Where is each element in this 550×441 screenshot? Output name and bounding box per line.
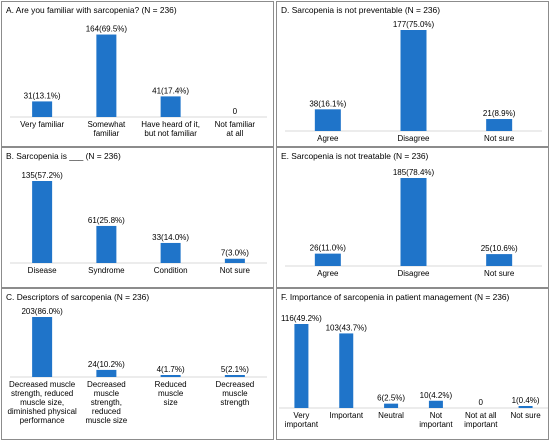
bar [224,258,245,263]
data-label: 7(3.0%) [221,249,249,258]
bar [518,406,533,408]
category-label: Not sure [484,134,515,143]
bar [400,30,427,131]
data-label: 4(1.7%) [157,365,185,374]
bar-chart-d: 38(16.1%) Agree 177(75.0%) Disagree 21(8.9%)… [285,20,542,143]
panel-f-importance: F. Importance of sarcopenia in patient m… [276,288,549,440]
category-label: Decreased muscle strength, reduced muscle … [7,380,77,425]
data-label: 103(43.7%) [326,323,368,332]
panel-title: A. Are you familiar with sarcopenia? (N … [6,5,177,15]
data-label: 0 [479,398,484,407]
bar [428,400,443,408]
category-label: Not familiar at all [215,120,256,138]
category-label: Somewhat familiar [87,120,126,138]
bar-chart-b: 135(57.2%) Disease 61(25.8%) Syndrome 33(14.… [10,171,267,275]
data-label: 61(25.8%) [88,216,125,225]
bar [96,34,117,117]
category-label: Have heard of it, but not familiar [141,120,200,138]
data-label: 24(10.2%) [88,360,125,369]
panel-e-treatable: E. Sarcopenia is not treatable (N = 236)… [276,147,549,288]
bar-chart-f: 116(49.2%) Very important 103(43.7%) Importa… [279,314,548,429]
category-label: Not sure [484,269,515,278]
category-label: Disease [28,266,57,275]
category-label: Agree [317,269,339,278]
category-label: Syndrome [88,266,125,275]
category-label: Very familiar [20,120,64,129]
bar [32,181,53,263]
data-label: 0 [233,107,238,116]
bar [32,101,53,117]
data-label: 31(13.1%) [24,91,61,100]
bar-chart-a: 31(13.1%) Very familiar 164(69.5%) Somewhat… [10,25,267,138]
bar-chart-e: 26(11.0%) Agree 185(78.4%) Disagree 25(10.6%… [285,168,542,278]
bar [160,96,181,117]
category-label: Important [329,411,364,420]
panel-a-familiarity: A. Are you familiar with sarcopenia? (N … [1,1,274,147]
bar [160,242,181,263]
data-label: 185(78.4%) [393,168,435,177]
bar [400,178,427,266]
data-label: 164(69.5%) [86,25,128,34]
data-label: 33(14.0%) [152,233,189,242]
panel-title: B. Sarcopenia is ___ (N = 236) [6,151,121,161]
panel-d-preventable: D. Sarcopenia is not preventable (N = 23… [276,1,549,147]
bar [294,324,309,408]
data-label: 25(10.6%) [481,244,518,253]
bar [32,317,53,377]
panel-title: E. Sarcopenia is not treatable (N = 236) [281,151,429,161]
bar [486,254,513,266]
category-label: Very important [285,411,319,429]
bar [314,109,341,131]
data-label: 5(2.1%) [221,365,249,374]
category-label: Decreased muscle strength, reduced muscle si… [85,380,127,425]
bar [314,253,341,266]
data-label: 38(16.1%) [309,99,346,108]
data-label: 10(4.2%) [420,391,453,400]
category-label: Not sure [220,266,251,275]
category-label: Condition [154,266,188,275]
panel-title: D. Sarcopenia is not preventable (N = 23… [281,5,440,15]
data-label: 116(49.2%) [281,314,322,323]
category-label: Disagree [397,134,430,143]
data-label: 6(2.5%) [377,394,405,403]
data-label: 135(57.2%) [21,171,63,180]
category-label: Disagree [397,269,430,278]
category-label: Agree [317,134,339,143]
data-label: 26(11.0%) [310,244,347,253]
panel-title: C. Descriptors of sarcopenia (N = 236) [6,292,150,302]
bar [486,119,513,131]
panel-title: F. Importance of sarcopenia in patient m… [281,292,510,302]
category-label: Decreased muscle strength [216,380,255,407]
bar [384,403,399,408]
panel-b-definition: B. Sarcopenia is ___ (N = 236) 135(57.2%… [1,147,274,288]
data-label: 1(0.4%) [512,396,540,405]
bar [224,375,245,377]
category-label: Not at all important [464,411,498,429]
category-label: Neutral [378,411,404,420]
data-label: 21(8.9%) [483,109,516,118]
category-label: Reduced muscle size [155,380,187,407]
category-label: Not sure [510,411,541,420]
bar [96,369,117,377]
data-label: 203(86.0%) [21,307,63,316]
bar-chart-c: 203(86.0%) Decreased muscle strength, redu… [7,307,267,425]
category-label: Not important [419,411,453,429]
bar [339,333,354,408]
data-label: 41(17.4%) [152,86,189,95]
bar [96,225,117,263]
panel-c-descriptors: C. Descriptors of sarcopenia (N = 236) 2… [1,288,274,440]
bar [160,375,181,377]
data-label: 177(75.0%) [393,20,435,29]
